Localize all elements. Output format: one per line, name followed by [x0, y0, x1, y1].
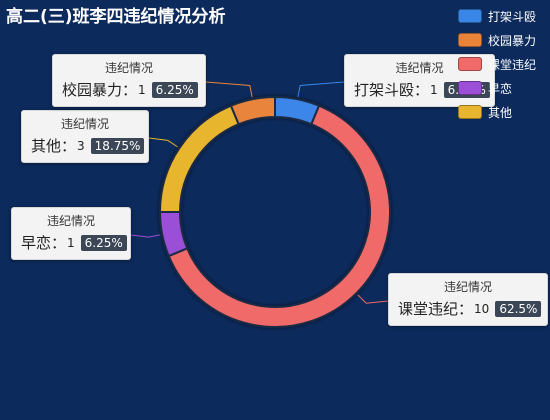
legend-label-violence: 校园暴力 — [488, 33, 537, 48]
legend-item-other[interactable]: 其他 — [458, 100, 536, 124]
slice-label-percent: 18.75% — [90, 137, 145, 154]
legend-item-violence[interactable]: 校园暴力 — [458, 28, 536, 52]
slice-label-percent: 6.25% — [80, 234, 127, 251]
slice-label-series: 违纪情况 — [60, 117, 109, 131]
legend-swatch-romance — [458, 81, 482, 95]
connector-fight — [297, 81, 345, 98]
slice-label-series: 违纪情况 — [104, 61, 153, 75]
legend-swatch-other — [458, 105, 482, 119]
slice-label-value: 10 — [474, 301, 490, 316]
slice-label-violence: 违纪情况校园暴力： 1 6.25% — [52, 54, 206, 107]
legend-label-romance: 早恋 — [488, 81, 513, 96]
chart-title: 高二(三)班李四违纪情况分析 — [6, 7, 226, 27]
slice-label-series: 违纪情况 — [395, 61, 444, 75]
slice-label-name: 打架斗殴 — [354, 81, 415, 99]
slice-label-value: 1 — [430, 82, 438, 97]
connector-classroom — [357, 294, 389, 304]
legend-label-classroom: 课堂违纪 — [488, 57, 537, 72]
slice-label-series: 违纪情况 — [443, 280, 492, 294]
slice-classroom[interactable] — [167, 104, 391, 328]
slice-label-name: 课堂违纪 — [398, 300, 459, 318]
slice-label-name: 校园暴力 — [62, 81, 123, 99]
slice-label-name: 早恋 — [21, 234, 52, 252]
slice-label-value: 3 — [77, 138, 85, 153]
slice-label-value: 1 — [67, 235, 75, 250]
slice-label-body: 校园暴力： 1 6.25% — [62, 79, 198, 100]
slice-romance[interactable] — [158, 211, 189, 258]
connector-other — [148, 137, 178, 148]
legend-item-fight[interactable]: 打架斗殴 — [458, 4, 536, 28]
legend-label-other: 其他 — [488, 105, 513, 120]
slice-label-name: 其他 — [31, 137, 62, 155]
connector-romance — [130, 234, 161, 238]
legend-item-romance[interactable]: 早恋 — [458, 76, 536, 100]
slice-label-value: 1 — [138, 82, 146, 97]
slice-violence[interactable] — [229, 95, 276, 126]
slice-label-series: 违纪情况 — [46, 214, 95, 228]
legend: 打架斗殴 校园暴力 课堂违纪 早恋 其他 — [458, 4, 536, 124]
slice-other[interactable] — [158, 104, 240, 213]
slice-label-body: 其他： 3 18.75% — [31, 135, 145, 156]
slice-label-percent: 62.5% — [495, 300, 542, 317]
slice-label-separator: ： — [51, 234, 67, 252]
slice-label-other: 违纪情况其他： 3 18.75% — [21, 110, 149, 163]
slice-label-body: 课堂违纪： 10 62.5% — [398, 298, 542, 319]
connector-violence — [205, 81, 253, 98]
slice-label-separator: ： — [458, 300, 474, 318]
legend-swatch-violence — [458, 33, 482, 47]
slice-label-romance: 违纪情况早恋： 1 6.25% — [11, 207, 131, 260]
slice-label-separator: ： — [61, 137, 77, 155]
label-connectors — [130, 81, 389, 304]
slice-label-percent: 6.25% — [151, 81, 198, 98]
slice-label-classroom: 违纪情况课堂违纪： 10 62.5% — [388, 273, 548, 326]
legend-label-fight: 打架斗殴 — [488, 9, 537, 24]
slice-label-separator: ： — [414, 81, 430, 99]
legend-item-classroom[interactable]: 课堂违纪 — [458, 52, 536, 76]
legend-swatch-classroom — [458, 57, 482, 71]
slice-label-body: 早恋： 1 6.25% — [21, 232, 127, 253]
donut-slices — [158, 95, 391, 328]
slice-label-separator: ： — [122, 81, 138, 99]
legend-swatch-fight — [458, 9, 482, 23]
